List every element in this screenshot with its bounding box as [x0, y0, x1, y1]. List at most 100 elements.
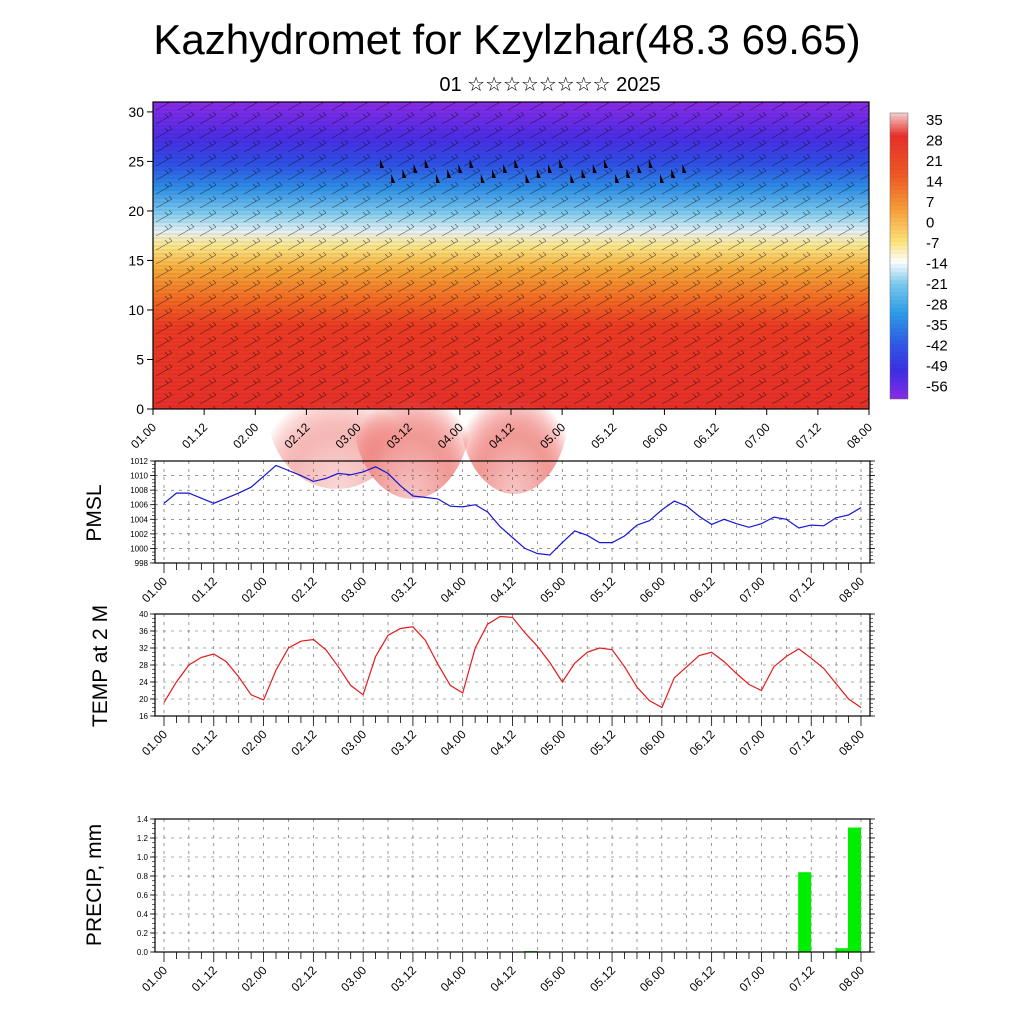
x-tick-label: 06.00 [637, 727, 668, 758]
y-tick-label: 1010 [130, 472, 148, 481]
wind-pennant [391, 174, 396, 183]
x-tick-label: 06.12 [687, 574, 718, 605]
wind-pennant [492, 169, 496, 178]
x-tick-label: 06.00 [639, 420, 670, 451]
y-tick-label: 30 [128, 104, 144, 120]
x-tick-label: 07.12 [786, 963, 817, 994]
wind-pennant [424, 159, 429, 168]
y-tick-label: 5 [136, 351, 144, 367]
colorbar-label: 21 [926, 153, 943, 170]
temp-y-axis-label: TEMP at 2 M [89, 605, 112, 727]
y-tick-label: 16 [139, 712, 148, 721]
wind-pennant [525, 174, 530, 183]
x-tick-label: 04.12 [487, 727, 518, 758]
colorbar-label: -42 [926, 338, 948, 355]
pmsl-y-axis-label: PMSL [83, 484, 106, 541]
chart-subtitle: 01 ☆☆☆☆☆☆☆☆ 2025 [439, 74, 661, 96]
x-tick-label: 01.00 [139, 727, 170, 758]
x-tick-label: 03.00 [338, 963, 369, 994]
x-tick-label: 02.12 [288, 574, 319, 605]
wind-barbs [153, 102, 869, 409]
x-tick-label: 01.00 [139, 963, 170, 994]
wind-pennant [380, 159, 384, 168]
colorbar-label: -49 [926, 358, 948, 375]
y-tick-label: 24 [139, 678, 148, 687]
x-tick-label: 07.00 [736, 574, 767, 605]
wind-pennant [604, 159, 608, 168]
x-tick-label: 07.00 [736, 727, 767, 758]
series-line [163, 615, 862, 709]
colorbar-frame [889, 112, 909, 400]
y-tick-label: 28 [139, 661, 148, 670]
y-tick-label: 1.2 [137, 834, 149, 843]
pmsl-panel: PMSL 998 1000 1002 1004 1006 1008 1010 1012 01.0… [83, 457, 875, 605]
wind-pennant [458, 164, 463, 173]
x-tick-label: 03.12 [388, 574, 419, 605]
colorbar-label: -14 [926, 256, 948, 273]
x-tick-label: 02.00 [239, 963, 270, 994]
panel-frame [154, 818, 871, 953]
y-tick-label: 0.4 [137, 910, 149, 919]
y-tick-label: 1008 [130, 486, 148, 495]
y-tick-label: 0 [136, 401, 144, 417]
x-tick-label: 03.00 [338, 727, 369, 758]
wind-pennant [592, 164, 597, 173]
x-tick-label: 06.12 [687, 727, 718, 758]
panel-frame [154, 460, 871, 564]
y-tick-label: 25 [128, 153, 144, 169]
wind-pennant [503, 164, 508, 173]
x-tick-label: 07.12 [786, 574, 817, 605]
wind-pennant [548, 164, 552, 173]
x-tick-label: 02.00 [230, 420, 261, 451]
colorbar-label: -56 [926, 379, 948, 396]
wind-pennant [637, 164, 642, 173]
precip-bar [798, 872, 812, 952]
y-tick-label: 32 [139, 644, 148, 653]
wind-pennant [514, 159, 519, 168]
precip-panel: PRECIP, mm 0.0 0.2 0.4 0.6 0.8 1.0 1.2 1.4 01.00… [83, 815, 875, 994]
x-tick-label: 05.12 [588, 420, 619, 451]
x-tick-label: 05.00 [537, 963, 568, 994]
temp-panel: TEMP at 2 M 16 20 24 28 32 36 40 01.00 01.12 02.0… [89, 605, 875, 758]
colorbar-ramp [890, 113, 908, 399]
x-tick-label: 04.12 [487, 574, 518, 605]
y-tick-label: 1.0 [137, 853, 149, 862]
colorbar-label: 0 [926, 215, 934, 232]
x-tick-label: 07.12 [793, 420, 824, 451]
x-tick-label: 08.00 [836, 963, 867, 994]
wind-pennant [402, 169, 407, 178]
x-tick-label: 01.00 [139, 574, 170, 605]
wind-pennant [581, 169, 586, 178]
x-tick-label: 06.12 [687, 963, 718, 994]
x-tick-label: 08.00 [836, 574, 867, 605]
y-tick-label: 1012 [130, 457, 148, 466]
x-tick-label: 01.12 [189, 963, 220, 994]
precip-bar [847, 827, 861, 952]
x-tick-label: 01.12 [189, 574, 220, 605]
x-tick-label: 06.00 [637, 574, 668, 605]
x-tick-label: 02.00 [239, 574, 270, 605]
y-tick-label: 998 [135, 559, 149, 568]
colorbar-label: 14 [926, 174, 943, 191]
colorbar-label: 35 [926, 112, 943, 129]
x-tick-label: 04.00 [438, 574, 469, 605]
y-tick-label: 0.8 [137, 872, 149, 881]
x-tick-label: 03.00 [338, 574, 369, 605]
wind-pennant [536, 169, 541, 178]
wind-pennant [480, 174, 485, 183]
x-tick-label: 05.12 [587, 574, 618, 605]
x-tick-label: 06.12 [691, 420, 722, 451]
colorbar-label: 28 [926, 133, 943, 150]
y-tick-label: 1002 [130, 530, 148, 539]
x-tick-label: 07.00 [742, 420, 773, 451]
y-tick-label: 10 [128, 302, 144, 318]
x-tick-label: 01.00 [128, 420, 159, 451]
x-tick-label: 05.00 [537, 727, 568, 758]
x-tick-label: 05.12 [587, 727, 618, 758]
x-tick-label: 08.00 [844, 420, 875, 451]
chart-title: Kazhydromet for Kzylzhar(48.3 69.65) [153, 16, 861, 63]
colorbar-label: 7 [926, 194, 934, 211]
wind-pennant [413, 164, 418, 173]
x-tick-label: 01.12 [189, 727, 220, 758]
